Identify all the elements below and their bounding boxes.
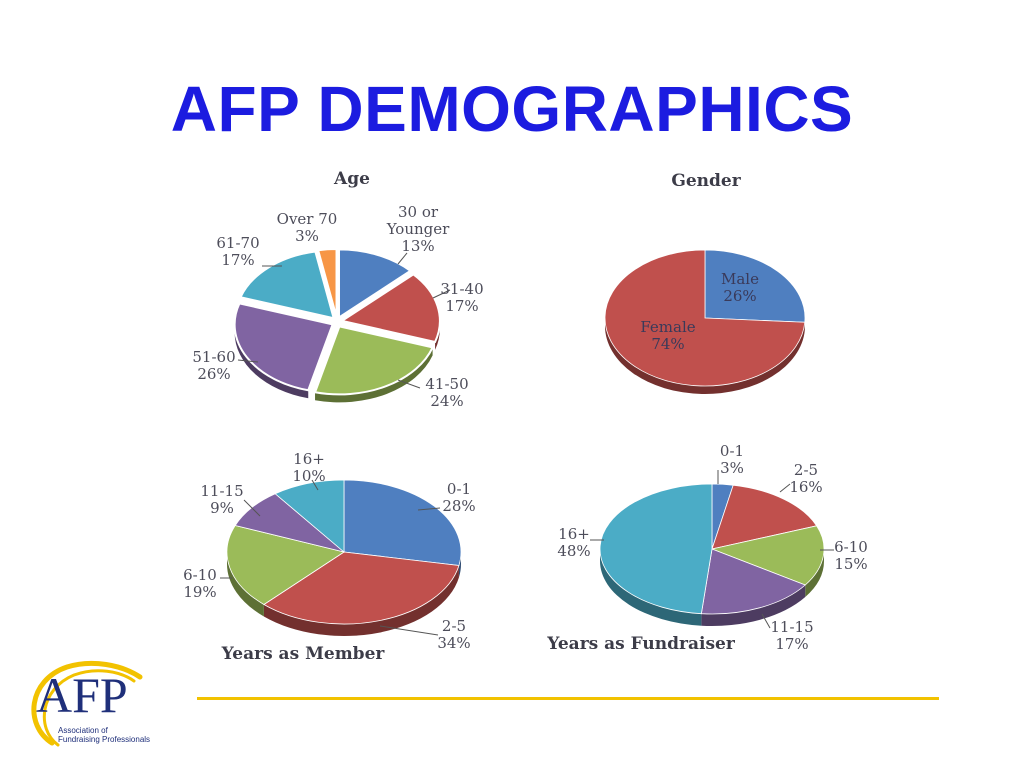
0-1-data-label: 0-1 28% [442, 480, 475, 515]
age-pie: Age 30 or Younger 13% 31-40 17% 41-50 24% 51-60 2… [192, 169, 483, 410]
0-1-leader-line [417, 507, 441, 511]
over-70-data-label: Over 70 3% [277, 210, 338, 245]
logo-subtitle-line2: Fundraising Professionals [58, 735, 151, 744]
years-as-fundraiser-title: Years as Fundraiser [546, 634, 736, 654]
6-10-slice [710, 525, 825, 586]
page-title: AFP DEMOGRAPHICS [170, 73, 854, 145]
6-10-slice-side [805, 549, 824, 598]
over-70-slice [316, 248, 338, 318]
years-as-member-title: Years as Member [221, 644, 386, 664]
6-10-data-label: 6-10 15% [834, 538, 868, 573]
31-40-slice [339, 273, 441, 344]
logo-subtitle: Association of Fundraising Professionals [58, 726, 178, 744]
61-70-data-label: 61-70 17% [216, 234, 259, 269]
2-5-data-label: 2-5 34% [437, 617, 470, 652]
6-10-slice-side [227, 552, 264, 617]
16-slice-side [600, 549, 702, 626]
male-data-label: Male 26% [721, 270, 759, 305]
31-40-data-label: 31-40 17% [440, 280, 483, 315]
31-40-leader-line [432, 289, 451, 299]
2-5-data-label: 2-5 16% [789, 461, 822, 496]
11-15-slice [700, 548, 807, 615]
61-70-slice [239, 250, 336, 320]
2-5-leader-line [379, 625, 439, 636]
gender-title: Gender [671, 171, 741, 191]
divider-rule [197, 697, 939, 700]
6-10-data-label: 6-10 19% [183, 566, 217, 601]
age-title: Age [333, 169, 370, 189]
16-data-label: 16+ 10% [292, 450, 325, 485]
2-5-slice-side [263, 565, 459, 636]
2-5-slice [711, 484, 818, 550]
16-slice [274, 479, 345, 553]
0-1-slice-side [458, 552, 461, 578]
16-data-label: 16+ 48% [557, 525, 590, 560]
logo-wordmark: AFP [36, 667, 128, 723]
11-15-leader-line [243, 499, 261, 517]
11-15-slice-side [701, 585, 806, 626]
51-60-leader-line [237, 359, 259, 363]
logo-subtitle-line1: Association of [58, 726, 108, 735]
30-or-younger-leader-line [397, 252, 408, 265]
31-40-slice-side [435, 320, 440, 350]
51-60-data-label: 51-60 26% [192, 348, 235, 383]
female-slice [604, 249, 806, 387]
0-1-slice [343, 479, 462, 566]
41-50-leader-line [397, 379, 421, 389]
16-leader-line [311, 479, 319, 491]
11-15-data-label: 11-15 17% [770, 618, 813, 653]
years-as-fundraiser-pie: Years as Fundraiser 0-1 3% 2-5 16% 6-10 15% 11-… [546, 442, 868, 654]
11-15-leader-line [761, 613, 771, 629]
logo-swoosh-icon [31, 660, 143, 747]
16-slice [599, 483, 713, 615]
years-as-member-pie: Years as Member 0-1 28% 2-5 34% 6-10 19% 11-15 9… [183, 450, 476, 664]
41-50-data-label: 41-50 24% [425, 375, 468, 410]
gender-pie: Gender Male 26% Female 74% [604, 171, 806, 394]
51-60-slice [233, 302, 334, 392]
female-data-label: Female 74% [640, 318, 695, 353]
2-5-leader-line [779, 483, 791, 493]
2-5-slice [263, 551, 460, 625]
male-slice [704, 249, 806, 323]
30-or-younger-data-label: 30 or Younger 13% [386, 203, 450, 255]
afp-logo [22, 655, 172, 755]
11-15-data-label: 11-15 9% [200, 482, 243, 517]
41-50-slice [313, 325, 435, 396]
30-or-younger-slice [337, 248, 413, 320]
0-1-data-label: 0-1 3% [720, 442, 744, 477]
